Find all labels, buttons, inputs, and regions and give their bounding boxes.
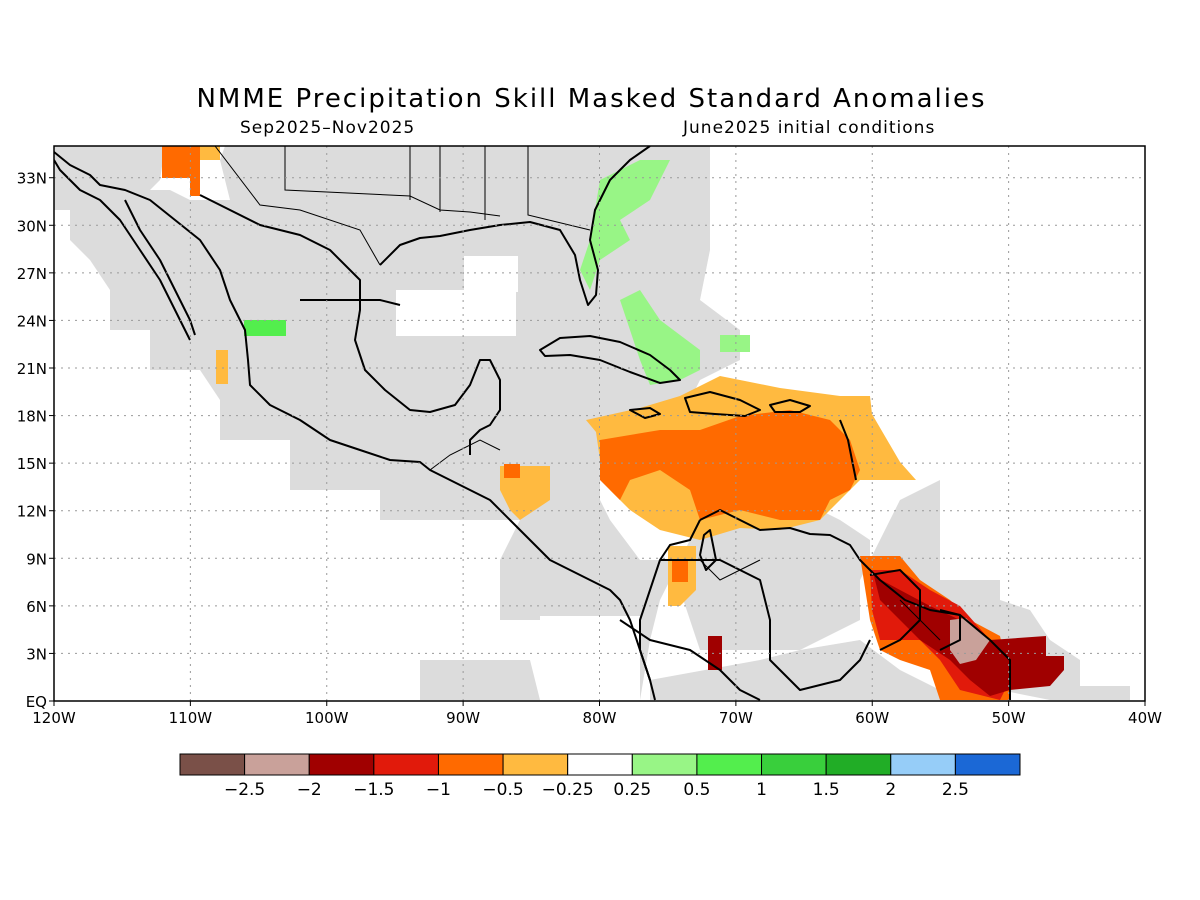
lon-tick-label: 70W: [719, 709, 753, 727]
lon-tick-label: 90W: [446, 709, 480, 727]
lon-tick-label: 80W: [583, 709, 617, 727]
legend-label: 1.5: [813, 780, 840, 800]
legend-label: −2: [297, 780, 322, 800]
lat-tick-label: 33N: [17, 170, 47, 188]
legend-label: 2.5: [942, 780, 969, 800]
season-label: Sep2025–Nov2025: [240, 118, 416, 138]
lon-tick-label: 110W: [169, 709, 213, 727]
legend-label: 1: [756, 780, 767, 800]
legend-swatch: [825, 753, 892, 776]
anomaly-green-mexico: [244, 320, 286, 336]
legend-swatch: [373, 753, 439, 776]
map-area: [54, 146, 1130, 701]
lat-tick-label: 30N: [17, 217, 47, 235]
lon-tick-label: 100W: [305, 709, 349, 727]
axis-labels: 120W 110W 100W 90W 80W 70W 60W 50W 40W EQ 3N 6N 9N 12…: [17, 170, 1162, 727]
anomaly-orange-baja: [162, 146, 200, 196]
legend-label: 0.5: [683, 780, 710, 800]
anomaly-lightorange-centralam: [500, 466, 550, 520]
legend-swatch: [179, 753, 246, 776]
legend-swatch: [502, 753, 569, 776]
lat-tick-label: 15N: [17, 455, 47, 473]
legend-label: 2: [885, 780, 896, 800]
lat-tick-label: 9N: [26, 550, 47, 568]
anomaly-orange-colombia: [672, 560, 688, 582]
lat-tick-label: 3N: [26, 645, 47, 663]
map-frame: [53, 145, 1146, 702]
lat-tick-label: 24N: [17, 312, 47, 330]
legend-label: −0.5: [482, 780, 523, 800]
legend-swatch: [308, 753, 375, 776]
lon-tick-label: 120W: [32, 709, 76, 727]
anomaly-lightorange-pacific: [216, 350, 228, 384]
anomaly-green-east: [720, 335, 750, 352]
legend-label: 0.25: [613, 780, 651, 800]
unmasked-holes: [396, 256, 640, 700]
anomaly-orange-centralam: [504, 464, 520, 478]
anomaly-orange-caribbean: [600, 410, 860, 520]
lat-tick-label: 6N: [26, 598, 47, 616]
legend-label: −0.25: [542, 780, 594, 800]
legend-swatch: [890, 753, 956, 776]
political-borders: [54, 146, 941, 641]
lat-tick-label: 27N: [17, 265, 47, 283]
lat-tick-label: 21N: [17, 360, 47, 378]
legend-label: −1: [426, 780, 451, 800]
graticule: [49, 146, 1146, 706]
legend-swatch: [244, 753, 310, 776]
anomaly-green-bahamas: [620, 290, 700, 385]
legend-swatch: [696, 753, 763, 776]
initial-conditions-label: June2025 initial conditions: [683, 118, 936, 138]
legend-swatch: [437, 753, 504, 776]
anomaly-lightorange-baja: [200, 146, 220, 160]
color-legend: −2.5 −2 −1.5 −1 −0.5 −0.25 0.25 0.5 1 1.5 2 2.5: [179, 753, 1021, 800]
legend-label: −1.5: [353, 780, 394, 800]
legend-swatch: [631, 753, 698, 776]
lon-tick-label: 40W: [1128, 709, 1162, 727]
lon-tick-label: 50W: [992, 709, 1026, 727]
anomaly-darkred-amazon: [708, 636, 722, 670]
anomaly-green-atlantic: [580, 160, 670, 290]
lat-tick-label: 18N: [17, 408, 47, 426]
lon-tick-label: 60W: [855, 709, 889, 727]
legend-swatch: [954, 753, 1021, 776]
legend-label: −2.5: [224, 780, 265, 800]
legend-swatch: [567, 753, 633, 776]
lat-tick-label: EQ: [26, 693, 47, 711]
map-title: NMME Precipitation Skill Masked Standard…: [196, 84, 987, 114]
lat-tick-label: 12N: [17, 503, 47, 521]
legend-swatch: [761, 753, 827, 776]
